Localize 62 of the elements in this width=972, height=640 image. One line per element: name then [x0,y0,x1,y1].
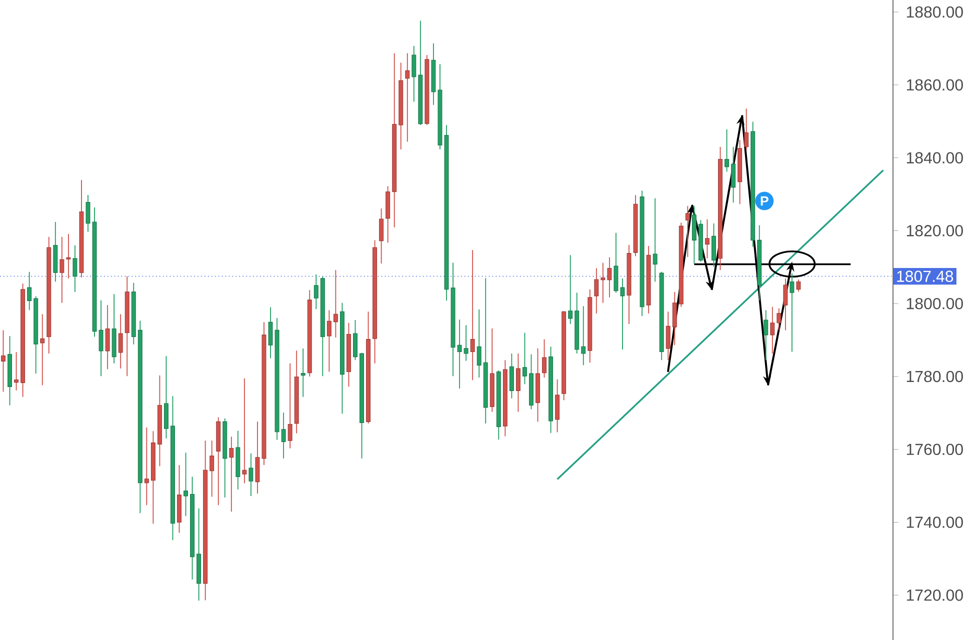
y-tick-label: 1840.00 [906,152,963,164]
y-tick-label: 1860.00 [906,79,963,91]
candlestick [353,320,358,361]
candlestick [457,319,462,389]
ref-line-label: 1807.48 [897,270,954,282]
candlestick [326,310,332,372]
candlestick [300,348,306,398]
candlestick [98,300,104,377]
candlestick [731,146,736,204]
candlestick [470,250,475,381]
candlestick [14,352,19,391]
candlestick [600,262,606,304]
candlestick [594,268,599,314]
candlestick [144,427,149,506]
y-tick-label: 1800.00 [906,298,963,310]
y-tick-label: 1780.00 [906,370,963,382]
candlestick [476,308,482,378]
candlestick [412,45,416,102]
candlestick [248,452,254,497]
candlestick [796,279,801,292]
candlestick [607,256,612,298]
y-tick-label: 1720.00 [906,590,963,601]
annotation: P [760,196,768,206]
candlestick [242,378,247,484]
candlestick [314,274,318,310]
candlestick [568,254,573,324]
candlestick [685,205,690,258]
candlestick [464,324,468,362]
candlestick [744,108,749,151]
candlestick [66,234,71,279]
candlestick [118,314,123,369]
candlestick [790,272,794,352]
candlestick [184,452,188,517]
candlestick [666,311,670,361]
candlestick [281,412,286,459]
candlestick [542,338,547,378]
y-tick-label: 1760.00 [906,444,963,456]
candlestick [764,310,768,361]
candlestick [770,306,775,354]
candlestick [40,314,45,386]
y-tick-label: 1820.00 [906,225,963,236]
candlestick [1,330,6,392]
candlestick [229,436,234,512]
candlestick [288,362,292,449]
candlestick [60,236,64,304]
candlestick [581,306,586,366]
candlestick [210,440,214,498]
candlestick [776,308,782,331]
candlestick [105,304,110,370]
candlestick [405,52,410,142]
y-tick-label: 1740.00 [906,516,963,528]
candlestick [379,208,384,264]
y-tick-label: 1880.00 [906,6,963,18]
candlestick [724,128,730,172]
candlestick [522,332,527,385]
candlestick [72,244,78,292]
candlestick [783,278,788,331]
candlestick [333,270,338,338]
candlestick [705,218,710,259]
candlestick [27,271,32,311]
candlestick [516,353,520,412]
candlestick [652,198,658,282]
